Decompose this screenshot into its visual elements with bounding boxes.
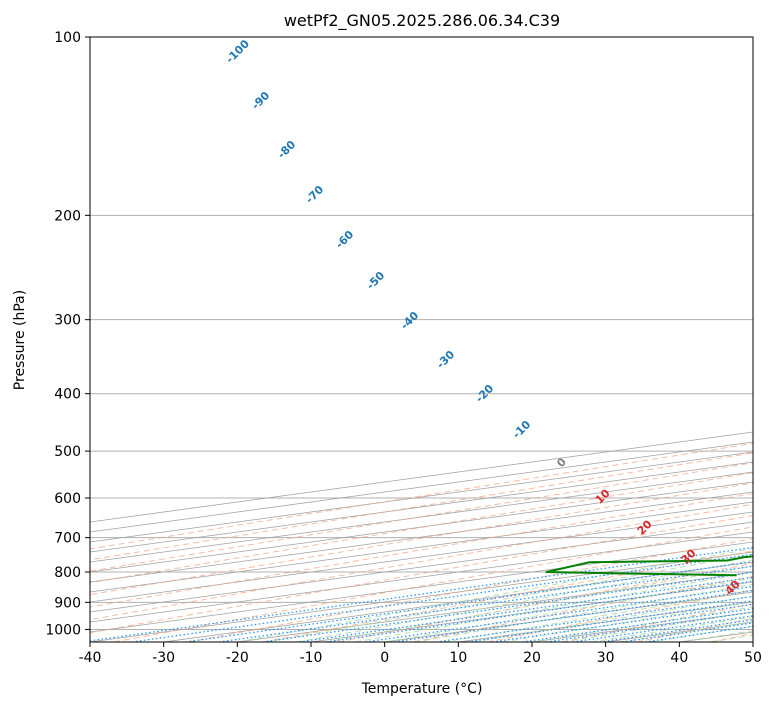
dry-adiabat-line [90, 452, 753, 561]
y-tick-label: 200 [54, 208, 81, 224]
mixing-ratio-line [492, 603, 753, 642]
y-tick-label: 600 [54, 491, 81, 507]
isotherm-line [90, 491, 753, 583]
x-tick-label: 10 [449, 650, 467, 666]
chart-title: wetPf2_GN05.2025.286.06.34.C39 [284, 11, 560, 31]
dry-adiabat-line [338, 562, 753, 642]
x-tick-label: 20 [523, 650, 541, 666]
axis-ticks-layer: -40 -30 -20 -10 0 10 20 30 40 50 1000 900 800 700 600 5… [45, 30, 762, 666]
x-tick-label: 40 [670, 650, 688, 666]
x-axis-label: Temperature (°C) [361, 681, 483, 697]
plot-frame [89, 36, 754, 643]
isotherm-line [90, 501, 753, 593]
y-tick-label: 800 [54, 565, 81, 581]
isotherm-line [90, 481, 753, 573]
dry-adiabat-line [90, 493, 753, 608]
mixing-ratio-line [522, 608, 753, 642]
mixing-ratio-line [467, 600, 753, 642]
x-tick-label: -30 [152, 650, 175, 666]
moist-adiabat-line [325, 565, 753, 642]
isotherm-line [90, 521, 753, 613]
dry-adiabat-line [412, 575, 753, 642]
y-tick-label: 400 [54, 387, 81, 403]
dry-adiabat-line [188, 538, 753, 642]
isotherm-line [90, 451, 753, 543]
x-tick-label: -10 [300, 650, 323, 666]
isotherm-line [90, 461, 753, 553]
y-axis-label: Pressure (hPa) [12, 290, 28, 390]
grid-layer [90, 37, 753, 642]
mixing-ratio-line [131, 553, 753, 642]
x-tick-label: 50 [744, 650, 762, 666]
y-tick-label: 1000 [45, 622, 81, 638]
mixing-ratio-line [90, 546, 753, 642]
y-tick-label: 300 [54, 313, 81, 329]
x-tick-label: 0 [380, 650, 389, 666]
x-tick-label: -20 [226, 650, 249, 666]
y-tick-label: 700 [54, 531, 81, 547]
x-tick-label: 30 [597, 650, 615, 666]
moist-adiabat-line [355, 571, 753, 642]
mixing-ratio-line [436, 595, 753, 642]
mixing-ratio-line [185, 561, 753, 642]
y-tick-label: 900 [54, 595, 81, 611]
isotherm-line [90, 471, 753, 563]
dry-adiabat-line [90, 442, 753, 550]
dry-adiabat-line [114, 526, 753, 642]
isotherm-line [90, 531, 753, 623]
moist-adiabat-line [237, 548, 753, 642]
x-tick-label: -40 [79, 650, 102, 666]
dry-adiabat-line [90, 503, 753, 621]
y-tick-label: 500 [54, 444, 81, 460]
y-tick-label: 100 [54, 30, 81, 46]
